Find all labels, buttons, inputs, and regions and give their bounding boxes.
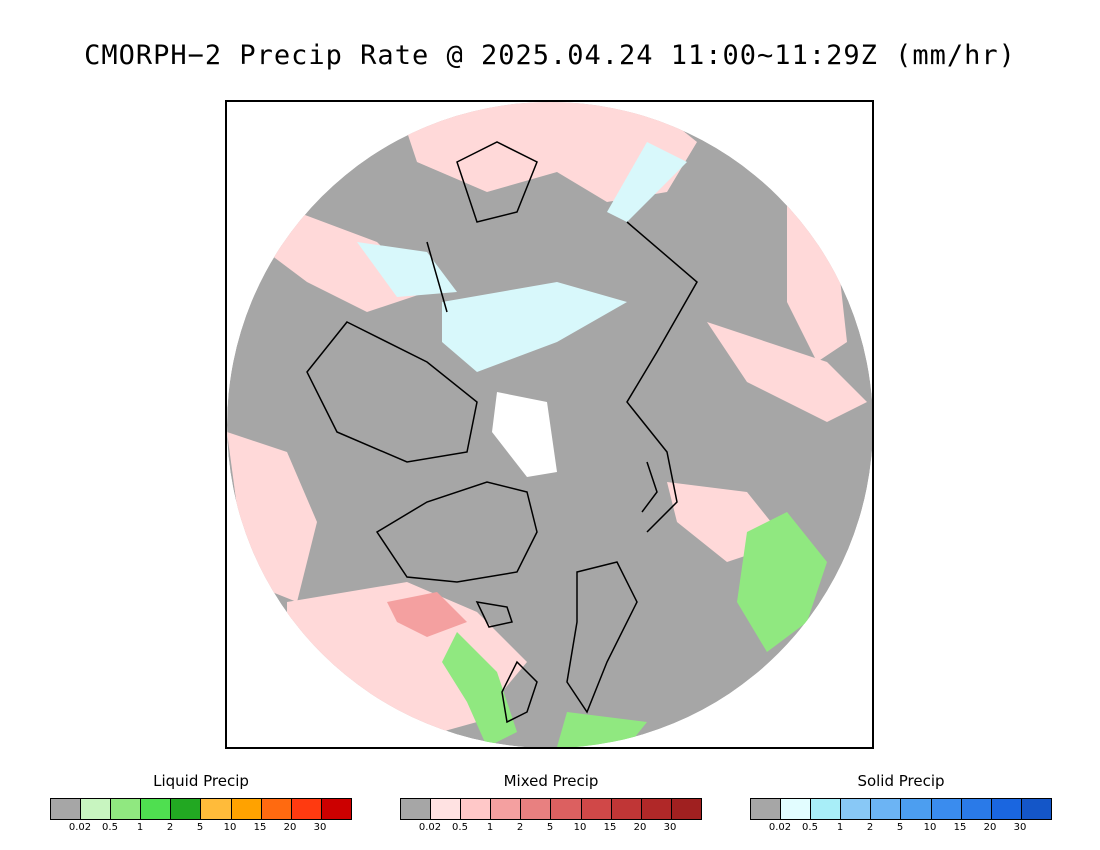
tick-label: 0.5 [102, 822, 118, 833]
legend-swatch [551, 799, 582, 819]
greenland-outline [375, 481, 538, 583]
tick-label: 5 [896, 822, 904, 833]
mixed-precip-area [267, 212, 427, 312]
tick-label: 30 [1013, 822, 1027, 833]
legend-swatch [401, 799, 432, 819]
tick-label: 10 [573, 822, 587, 833]
legend-mixed: Mixed Precip 0.02 0.5 1 2 5 10 15 20 30 [400, 772, 702, 834]
date-line [426, 241, 448, 313]
tick-label: 15 [253, 822, 267, 833]
legend-swatch [431, 799, 462, 819]
tick-label: 0.5 [452, 822, 468, 833]
mixed-precip-area [387, 592, 467, 637]
legend-swatch [141, 799, 172, 819]
liquid-precip-area [737, 512, 827, 652]
coastlines [306, 141, 698, 724]
novaya-zemlya-outline [641, 461, 658, 513]
tick-label: 20 [633, 822, 647, 833]
tick-label: 2 [866, 822, 874, 833]
solid-precip-area [357, 242, 457, 297]
iceland-outline [475, 601, 513, 628]
tick-labels: 0.02 0.5 1 2 5 10 15 20 30 [400, 820, 700, 834]
mixed-precip-area [787, 202, 847, 362]
solid-precip-area [492, 392, 557, 477]
tick-label: 15 [953, 822, 967, 833]
tick-label: 0.5 [802, 822, 818, 833]
solid-precip-area [442, 282, 627, 372]
solid-precip-area [607, 142, 687, 222]
tick-label: 5 [546, 822, 554, 833]
tick-label: 20 [283, 822, 297, 833]
tick-label: 0.02 [418, 822, 442, 833]
tick-label: 1 [836, 822, 844, 833]
legend-swatch [201, 799, 232, 819]
legend-solid: Solid Precip 0.02 0.5 1 2 5 10 15 20 30 [750, 772, 1052, 834]
canada-archipelago-outline [306, 321, 478, 463]
legend-swatch [811, 799, 842, 819]
legend-swatch [901, 799, 932, 819]
legend-swatch [751, 799, 782, 819]
legend-swatch [991, 799, 1022, 819]
legend-swatch [841, 799, 872, 819]
tick-label: 0.02 [68, 822, 92, 833]
tick-label: 5 [196, 822, 204, 833]
tick-label: 2 [516, 822, 524, 833]
british-isles-outline [501, 660, 538, 724]
color-bar [750, 798, 1052, 820]
legend-swatch [51, 799, 82, 819]
legend-swatch [491, 799, 522, 819]
legend-swatch [611, 799, 642, 819]
legend-swatch [581, 799, 612, 819]
siberia-east-outline [456, 141, 538, 223]
legend-swatch [261, 799, 292, 819]
tick-label: 1 [136, 822, 144, 833]
legend-swatch [81, 799, 112, 819]
tick-labels: 0.02 0.5 1 2 5 10 15 20 30 [750, 820, 1050, 834]
tick-label: 30 [313, 822, 327, 833]
legend-swatch [641, 799, 672, 819]
legend-swatch [1021, 799, 1051, 819]
russia-coast-outline [626, 221, 698, 533]
legend-swatch [231, 799, 262, 819]
color-bar [50, 798, 352, 820]
precip-map-svg [227, 102, 872, 747]
scandinavia-outline [566, 561, 638, 714]
tick-label: 15 [603, 822, 617, 833]
chart-title: CMORPH−2 Precip Rate @ 2025.04.24 11:00~… [84, 40, 1016, 71]
polar-map [225, 100, 874, 749]
tick-label: 2 [166, 822, 174, 833]
legend-swatch [521, 799, 552, 819]
legend-swatch [961, 799, 992, 819]
color-bar [400, 798, 702, 820]
tick-labels: 0.02 0.5 1 2 5 10 15 20 30 [50, 820, 350, 834]
tick-label: 10 [923, 822, 937, 833]
legend-swatch [461, 799, 492, 819]
liquid-precip-area [442, 632, 517, 747]
tick-label: 20 [983, 822, 997, 833]
legend-swatch [781, 799, 812, 819]
legend-swatch [671, 799, 701, 819]
tick-label: 10 [223, 822, 237, 833]
mixed-precip-area [397, 102, 697, 202]
tick-label: 0.02 [768, 822, 792, 833]
legend-swatch [291, 799, 322, 819]
mixed-precip-area [707, 322, 867, 422]
legend-title: Solid Precip [857, 772, 945, 790]
legend-swatch [931, 799, 962, 819]
legend-swatch [321, 799, 351, 819]
tick-label: 30 [663, 822, 677, 833]
legend-swatch [171, 799, 202, 819]
tick-label: 1 [486, 822, 494, 833]
legend-liquid: Liquid Precip 0.02 0.5 1 2 5 10 15 20 30 [50, 772, 352, 834]
legend-title: Liquid Precip [153, 772, 249, 790]
legend-title: Mixed Precip [503, 772, 599, 790]
legend-swatch [871, 799, 902, 819]
liquid-precip-area [557, 712, 647, 747]
legend-swatch [111, 799, 142, 819]
